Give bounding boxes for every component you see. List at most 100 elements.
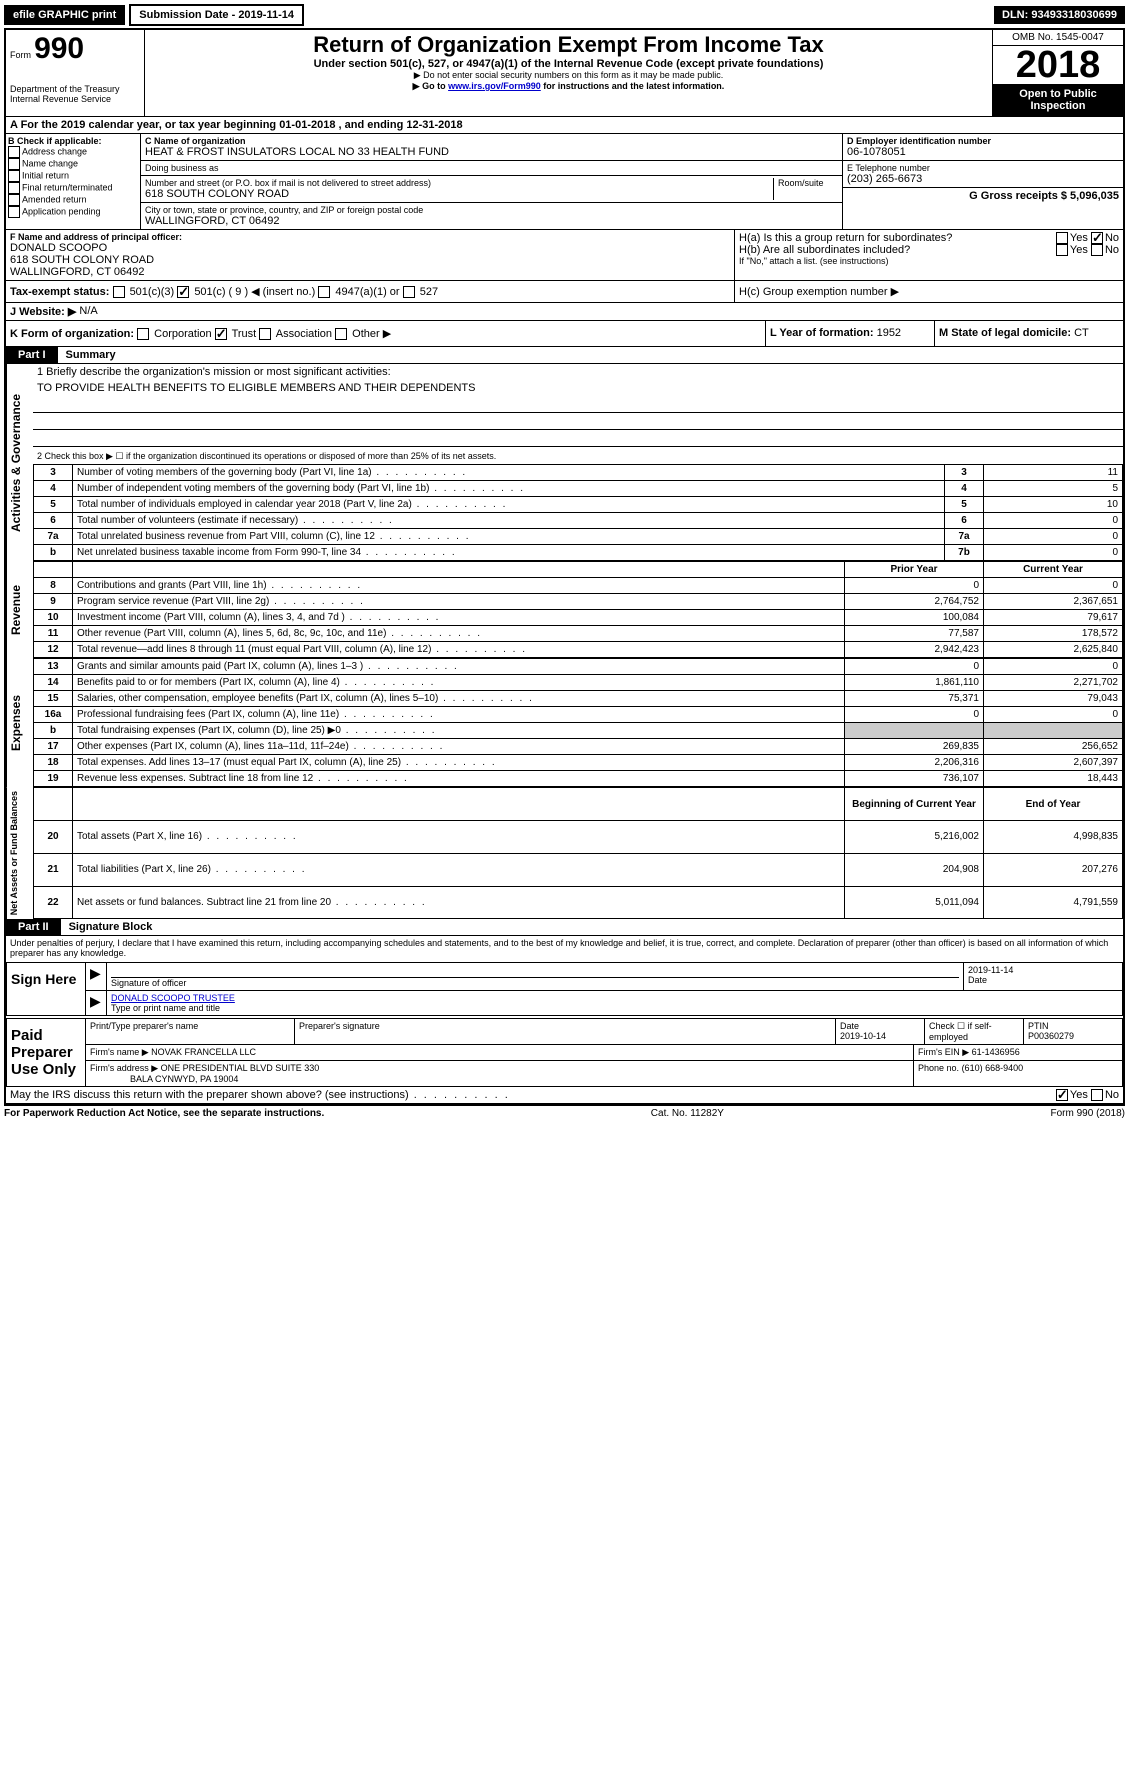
dept-treasury: Department of the Treasury [10, 84, 140, 94]
opt-pending[interactable]: Application pending [8, 206, 138, 218]
tax-exempt-label: Tax-exempt status: [10, 286, 109, 298]
efile-button[interactable]: efile GRAPHIC print [4, 5, 125, 25]
box-i: Tax-exempt status: 501(c)(3) 501(c) ( 9 … [6, 281, 735, 302]
revenue-table: Prior Year Current Year 8Contributions a… [33, 561, 1123, 658]
box-b-title: B Check if applicable: [8, 136, 138, 146]
subtitle-2: ▶ Do not enter social security numbers o… [147, 70, 990, 81]
firm-addr1: ONE PRESIDENTIAL BLVD SUITE 330 [161, 1063, 320, 1073]
title-box: Return of Organization Exempt From Incom… [145, 30, 992, 116]
k-other[interactable] [335, 328, 347, 340]
sign-section: Sign Here ▶ Signature of officer 2019-11… [6, 962, 1123, 1016]
officer-name-link[interactable]: DONALD SCOOPO TRUSTEE [111, 993, 1118, 1003]
discuss-label: May the IRS discuss this return with the… [10, 1089, 510, 1101]
box-f: F Name and address of principal officer:… [6, 230, 735, 280]
data-row: 17Other expenses (Part IX, column (A), l… [34, 739, 1123, 755]
website-label: J Website: ▶ [10, 305, 76, 318]
opt-final-return[interactable]: Final return/terminated [8, 182, 138, 194]
ein-label: D Employer identification number [847, 136, 1119, 146]
k-label: K Form of organization: [10, 328, 134, 340]
city-state-zip: WALLINGFORD, CT 06492 [145, 215, 838, 227]
right-col: D Employer identification number 06-1078… [843, 134, 1123, 229]
k-trust[interactable] [215, 328, 227, 340]
part2-tab: Part II [6, 919, 61, 935]
perjury-text: Under penalties of perjury, I declare th… [6, 936, 1123, 960]
section-a: A For the 2019 calendar year, or tax yea… [6, 117, 1123, 134]
sig-date: 2019-11-14 [968, 965, 1118, 975]
h-print: Print/Type preparer's name [86, 1019, 295, 1044]
prep-date: 2019-10-14 [840, 1031, 886, 1041]
discuss-no[interactable] [1091, 1089, 1103, 1101]
data-row: 18Total expenses. Add lines 13–17 (must … [34, 755, 1123, 771]
col-end: End of Year [984, 788, 1123, 821]
phone-label: E Telephone number [847, 163, 1119, 173]
k-corp[interactable] [137, 328, 149, 340]
part2-header: Part II Signature Block [6, 919, 1123, 936]
part1-header: Part I Summary [6, 347, 1123, 364]
irs-link[interactable]: www.irs.gov/Form990 [448, 81, 541, 91]
paid-label: Paid Preparer Use Only [7, 1019, 86, 1086]
form-number-box: Form 990 Department of the Treasury Inte… [6, 30, 145, 116]
box-k: K Form of organization: Corporation Trus… [6, 321, 766, 346]
form-header: Form 990 Department of the Treasury Inte… [6, 30, 1123, 117]
data-row: 13Grants and similar amounts paid (Part … [34, 659, 1123, 675]
revenue-section: Revenue Prior Year Current Year 8Contrib… [6, 561, 1123, 658]
opt-address-change[interactable]: Address change [8, 146, 138, 158]
firm-phone: (610) 668-9400 [962, 1063, 1024, 1073]
hb-label: H(b) Are all subordinates included? [739, 244, 910, 256]
firm-ein: 61-1436956 [972, 1047, 1020, 1057]
part1-tab: Part I [6, 347, 58, 363]
col-prior: Prior Year [845, 562, 984, 578]
row-i: Tax-exempt status: 501(c)(3) 501(c) ( 9 … [6, 281, 1123, 303]
summary-row: 4Number of independent voting members of… [34, 481, 1123, 497]
website-value: N/A [79, 305, 97, 318]
expenses-section: Expenses 13Grants and similar amounts pa… [6, 658, 1123, 787]
vert-expenses: Expenses [6, 658, 33, 787]
vert-revenue: Revenue [6, 561, 33, 658]
h-sig: Preparer's signature [295, 1019, 836, 1044]
net-section: Net Assets or Fund Balances Beginning of… [6, 787, 1123, 919]
room-label: Room/suite [773, 178, 838, 200]
main-title: Return of Organization Exempt From Incom… [147, 32, 990, 58]
i-4947[interactable] [318, 286, 330, 298]
i-501c3[interactable] [113, 286, 125, 298]
footer-mid: Cat. No. 11282Y [651, 1108, 724, 1119]
officer-addr2: WALLINGFORD, CT 06492 [10, 266, 730, 278]
i-527[interactable] [403, 286, 415, 298]
form-prefix: Form [10, 50, 31, 60]
subtitle-3: ▶ Go to www.irs.gov/Form990 for instruct… [147, 81, 990, 92]
dba-label: Doing business as [141, 161, 842, 176]
box-b: B Check if applicable: Address change Na… [6, 134, 141, 229]
hb-yes[interactable] [1056, 244, 1068, 256]
ptin: P00360279 [1028, 1031, 1074, 1041]
h-note: If "No," attach a list. (see instruction… [739, 256, 1119, 266]
line2: 2 Check this box ▶ ☐ if the organization… [33, 449, 1123, 464]
hb-no[interactable] [1091, 244, 1103, 256]
arrow-icon: ▶ [90, 993, 101, 1009]
opt-amended[interactable]: Amended return [8, 194, 138, 206]
i-501c[interactable] [177, 286, 189, 298]
box-l: L Year of formation: 1952 [766, 321, 935, 346]
summary-row: 6Total number of volunteers (estimate if… [34, 513, 1123, 529]
data-row: 11Other revenue (Part VIII, column (A), … [34, 626, 1123, 642]
org-name: HEAT & FROST INSULATORS LOCAL NO 33 HEAL… [145, 146, 838, 158]
submission-date-button[interactable]: Submission Date - 2019-11-14 [129, 4, 304, 26]
firm-addr2: BALA CYNWYD, PA 19004 [130, 1074, 238, 1084]
data-row: 8Contributions and grants (Part VIII, li… [34, 578, 1123, 594]
box-m: M State of legal domicile: CT [935, 321, 1123, 346]
k-assoc[interactable] [259, 328, 271, 340]
addr-label: Number and street (or P.O. box if mail i… [145, 178, 773, 188]
data-row: 16aProfessional fundraising fees (Part I… [34, 707, 1123, 723]
opt-name-change[interactable]: Name change [8, 158, 138, 170]
officer-label: F Name and address of principal officer: [10, 232, 730, 242]
ha-no[interactable] [1091, 232, 1103, 244]
net-table: Beginning of Current Year End of Year 20… [33, 787, 1123, 919]
col-current: Current Year [984, 562, 1123, 578]
opt-initial-return[interactable]: Initial return [8, 170, 138, 182]
paid-section: Paid Preparer Use Only Print/Type prepar… [6, 1018, 1123, 1087]
ha-label: H(a) Is this a group return for subordin… [739, 232, 952, 244]
tax-year: 2018 [993, 46, 1123, 84]
discuss-yes[interactable] [1056, 1089, 1068, 1101]
data-row: 14Benefits paid to or for members (Part … [34, 675, 1123, 691]
data-row: 21Total liabilities (Part X, line 26)204… [34, 853, 1123, 886]
ha-yes[interactable] [1056, 232, 1068, 244]
